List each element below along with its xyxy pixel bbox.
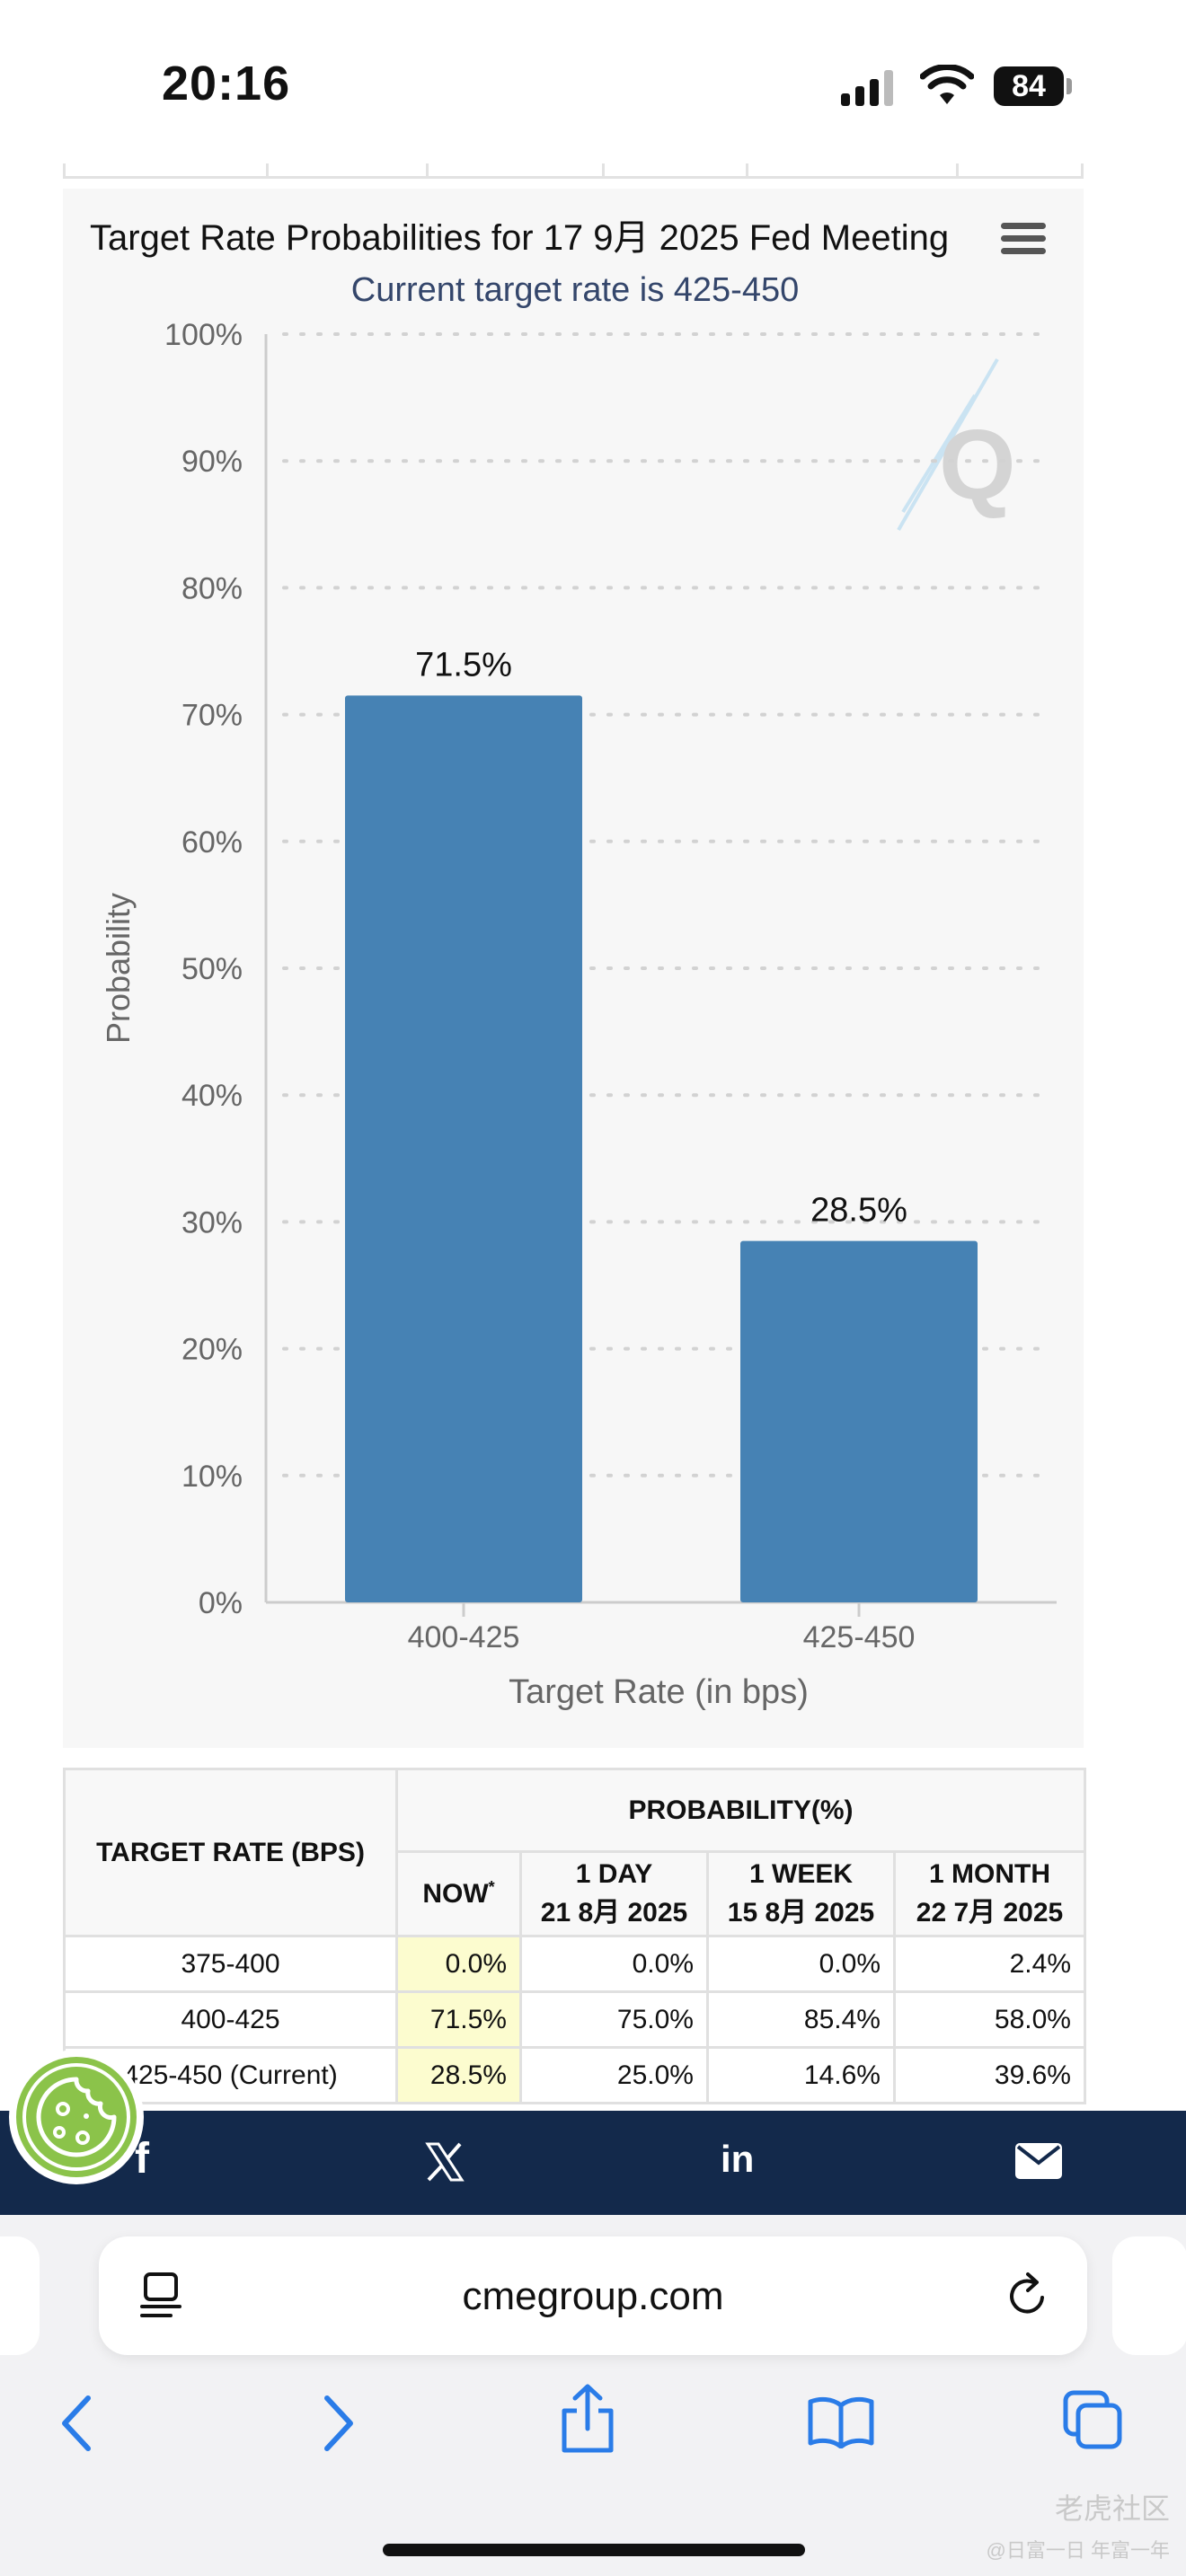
reload-icon[interactable] [1006, 2271, 1051, 2321]
value-cell: 58.0% [893, 1990, 1086, 2049]
y-tick-label: 80% [181, 571, 243, 605]
rate-cell: 400-425 [63, 1990, 398, 2049]
bar [345, 695, 582, 1602]
share-icon[interactable] [559, 2384, 616, 2456]
column-header-1-day: 1 DAY 21 8月 2025 [519, 1850, 709, 1937]
url-text[interactable]: cmegroup.com [462, 2274, 724, 2318]
share-bar [0, 2111, 1186, 2215]
y-tick-label: 60% [181, 825, 243, 860]
table-row: 375-400 0.0% 0.0% 0.0% 2.4% [63, 1935, 1086, 1993]
cookie-icon [22, 2063, 130, 2171]
value-cell: 2.4% [893, 1935, 1086, 1993]
table-row: 425-450 (Current) 28.5% 25.0% 14.6% 39.6… [63, 2046, 1086, 2104]
tabs-icon[interactable] [1062, 2389, 1125, 2452]
bar-chart: Q 0% 10% 20% 30% 40% 50% 60% 70% 80% 90% 100% 71.5… [100, 318, 1057, 1711]
column-header-sup: * [488, 1878, 495, 1896]
watermark-subtext: @日富一日 年富一年 [986, 2539, 1170, 2562]
y-tick-label: 90% [181, 445, 243, 479]
column-header-date: 22 7月 2025 [916, 1897, 1064, 1928]
svg-text:Q: Q [939, 410, 1016, 520]
probability-header: PROBABILITY(%) [395, 1768, 1086, 1853]
x-tick-label: 425-450 [803, 1620, 916, 1654]
battery-cap [1067, 78, 1072, 94]
next-tab-preview[interactable] [1112, 2236, 1186, 2355]
linkedin-icon[interactable]: in [721, 2138, 755, 2180]
cookie-settings-button[interactable] [16, 2057, 137, 2177]
back-icon[interactable] [59, 2395, 95, 2452]
value-cell-now: 71.5% [395, 1990, 522, 2049]
address-bar[interactable] [99, 2236, 1087, 2355]
y-tick-label: 20% [181, 1333, 243, 1367]
previous-tab-preview[interactable] [0, 2236, 40, 2355]
y-tick-label: 100% [164, 318, 243, 352]
column-header-label: NOW [422, 1879, 489, 1909]
battery-indicator: 84 [994, 66, 1064, 106]
table-divider [602, 163, 605, 178]
y-tick-label: 30% [181, 1205, 243, 1239]
value-cell: 39.6% [893, 2046, 1086, 2104]
column-header-date: 21 8月 2025 [540, 1897, 688, 1928]
value-cell: 25.0% [519, 2046, 709, 2104]
column-header-1-week: 1 WEEK 15 8月 2025 [706, 1850, 896, 1937]
table-divider [266, 163, 269, 178]
table-top-edge [63, 176, 1084, 179]
table-divider [63, 163, 66, 178]
y-tick-label: 70% [181, 699, 243, 733]
y-tick-label: 40% [181, 1079, 243, 1113]
mail-icon[interactable] [1015, 2143, 1062, 2179]
home-indicator[interactable] [383, 2544, 805, 2556]
y-tick-label: 50% [181, 952, 243, 986]
y-tick-label: 10% [181, 1460, 243, 1494]
x-icon[interactable] [424, 2141, 465, 2183]
column-header-now: NOW* [395, 1850, 522, 1937]
data-label: 28.5% [810, 1192, 907, 1230]
column-header-1-month: 1 MONTH 22 7月 2025 [893, 1850, 1086, 1937]
y-axis-title: Probability [100, 893, 137, 1044]
reader-mode-icon[interactable] [140, 2272, 185, 2319]
value-cell-now: 0.0% [395, 1935, 522, 1993]
value-cell-now: 28.5% [395, 2046, 522, 2104]
column-header-date: 15 8月 2025 [727, 1897, 875, 1928]
table-divider [956, 163, 959, 178]
bookmarks-icon[interactable] [807, 2395, 875, 2448]
value-cell: 14.6% [706, 2046, 896, 2104]
bar [740, 1240, 978, 1602]
target-rate-header: TARGET RATE (BPS) [63, 1768, 398, 1937]
menu-icon [1001, 248, 1046, 254]
facebook-icon[interactable]: f [135, 2135, 149, 2183]
table-row: 400-425 71.5% 75.0% 85.4% 58.0% [63, 1990, 1086, 2049]
chart-menu-button[interactable] [994, 219, 1053, 264]
value-cell: 85.4% [706, 1990, 896, 2049]
data-label: 71.5% [415, 646, 512, 684]
chart-subtitle: Current target rate is 425-450 [350, 271, 800, 309]
status-time: 20:16 [162, 57, 291, 110]
table-divider [1081, 163, 1084, 178]
y-tick-label: 0% [199, 1586, 243, 1620]
column-header-label: 1 WEEK [748, 1858, 854, 1889]
menu-icon [1001, 223, 1046, 229]
wifi-icon [920, 65, 974, 104]
value-cell: 0.0% [706, 1935, 896, 1993]
forward-icon[interactable] [320, 2395, 356, 2452]
cellular-signal-icon [841, 70, 893, 106]
x-axis-title: Target Rate (in bps) [509, 1673, 809, 1711]
quikstrike-logo: Q [897, 357, 1016, 532]
chart-title: Target Rate Probabilities for 17 9月 2025… [90, 218, 950, 258]
column-header-label: 1 MONTH [929, 1858, 1050, 1889]
watermark-text: 老虎社区 [1054, 2492, 1170, 2525]
rate-cell: 375-400 [63, 1935, 398, 1993]
column-header-label: 1 DAY [575, 1858, 653, 1889]
table-divider [426, 163, 429, 178]
value-cell: 0.0% [519, 1935, 709, 1993]
probability-table: TARGET RATE (BPS) PROBABILITY(%) NOW* 1 … [63, 1768, 1086, 2104]
value-cell: 75.0% [519, 1990, 709, 2049]
table-divider [746, 163, 748, 178]
x-tick-label: 400-425 [408, 1620, 520, 1654]
menu-icon [1001, 235, 1046, 242]
